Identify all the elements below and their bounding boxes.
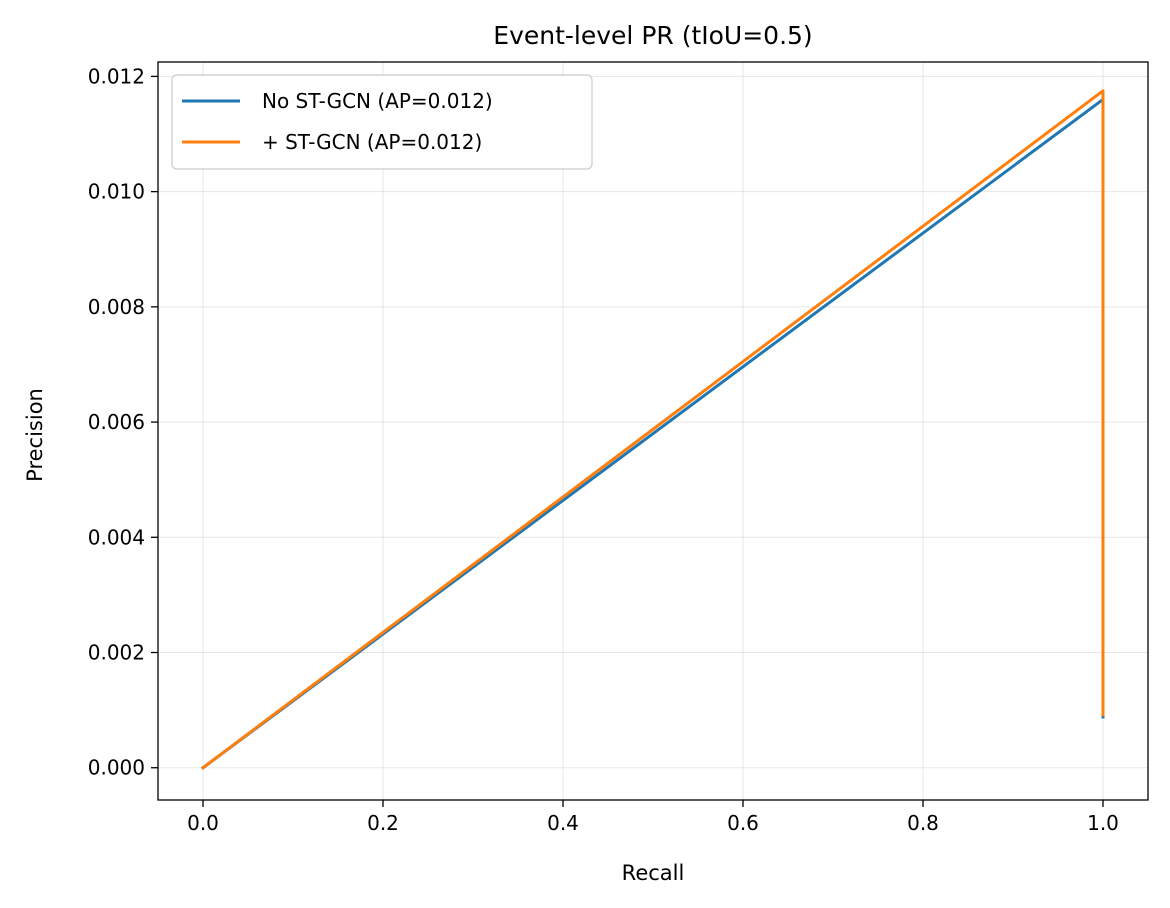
x-tick-label: 0.8	[907, 811, 939, 835]
y-tick-label: 0.006	[88, 410, 145, 434]
legend-box	[171, 74, 593, 170]
axis-ticks: 0.0 0.2 0.4 0.6 0.8 1.0 0.000 0.002 0.004 0.006 0.…	[88, 64, 1119, 835]
y-tick-label: 0.000	[88, 756, 145, 780]
x-tick-label: 0.6	[727, 811, 759, 835]
x-tick-label: 0.4	[547, 811, 579, 835]
legend-label-with-stgcn: + ST-GCN (AP=0.012)	[262, 130, 482, 154]
grid	[158, 62, 1148, 800]
x-tick-label: 0.2	[367, 811, 399, 835]
x-tick-label: 0.0	[187, 811, 219, 835]
y-tick-label: 0.010	[88, 180, 145, 204]
y-axis-label: Precision	[23, 388, 47, 482]
x-axis-label: Recall	[622, 861, 685, 885]
legend: No ST-GCN (AP=0.012) + ST-GCN (AP=0.012)	[171, 74, 593, 170]
chart-title: Event-level PR (tIoU=0.5)	[493, 21, 812, 50]
plot-frame	[157, 61, 1149, 801]
y-tick-label: 0.008	[88, 295, 145, 319]
series-lines	[200, 89, 1105, 770]
x-tick-label: 1.0	[1087, 811, 1119, 835]
y-tick-label: 0.004	[88, 525, 145, 549]
series-line-1	[200, 89, 1105, 770]
legend-label-no-stgcn: No ST-GCN (AP=0.012)	[262, 89, 493, 113]
y-tick-label: 0.012	[88, 64, 145, 88]
y-tick-label: 0.002	[88, 641, 145, 665]
